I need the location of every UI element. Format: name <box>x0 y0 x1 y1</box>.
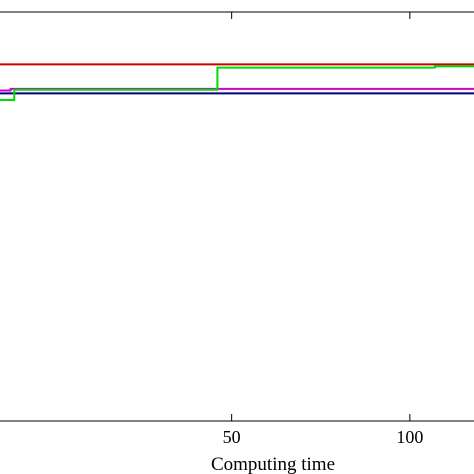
plot-frame <box>0 11 474 422</box>
series-line-2 <box>0 87 474 92</box>
series-line-3 <box>0 65 474 101</box>
x-tick-label-1: 100 <box>396 427 423 447</box>
series-layer <box>0 63 474 101</box>
x-axis-label: Computing time <box>211 454 335 474</box>
x-tick-label-0: 50 <box>223 427 241 447</box>
x-ticks: 50 100 <box>223 12 423 447</box>
